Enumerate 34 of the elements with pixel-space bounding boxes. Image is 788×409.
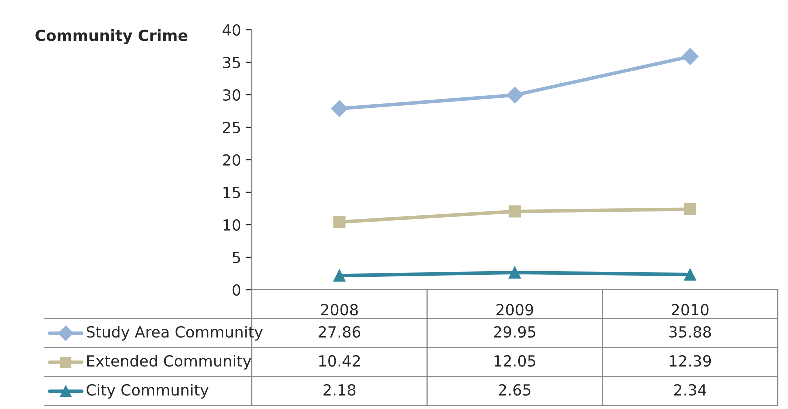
data-label: 10.42: [319, 355, 360, 367]
point: [508, 206, 522, 218]
y-tick-label: 25: [223, 122, 240, 134]
legend-label: City Community: [86, 384, 209, 399]
y-tick-label: 35: [223, 56, 240, 69]
point: [334, 270, 346, 282]
point: [684, 268, 696, 281]
legend-label: Study Area Community: [87, 326, 263, 341]
point: [508, 266, 522, 279]
data-label: 2.34: [674, 384, 706, 396]
x-tick-label: 2009: [496, 304, 534, 316]
y-tick-label: 10: [224, 219, 241, 232]
data-label: 2.18: [324, 384, 356, 396]
data-label: 12.05: [494, 355, 536, 367]
point: [506, 86, 524, 104]
y-tick-label: 20: [223, 154, 241, 166]
x-tick-label: 2008: [321, 304, 358, 316]
point: [331, 100, 348, 118]
text: Community Crime: [36, 30, 188, 44]
y-tick-label: 5: [233, 252, 240, 264]
point: [682, 48, 699, 66]
y-tick-label: 15: [224, 187, 240, 199]
x-tick-label: 2010: [672, 304, 709, 316]
y-tick-label: 40: [222, 24, 241, 36]
data-label: 2.65: [499, 384, 531, 396]
y-tick-label: 0: [232, 284, 241, 296]
data-label: 35.88: [670, 326, 712, 338]
point: [334, 216, 346, 228]
point: [684, 203, 696, 216]
legend-label: Extended Community: [88, 355, 252, 370]
y-tick-label: 30: [223, 89, 241, 102]
data-label: 27.86: [318, 326, 361, 338]
data-label: 29.95: [494, 326, 536, 338]
data-label: 12.39: [670, 355, 712, 367]
